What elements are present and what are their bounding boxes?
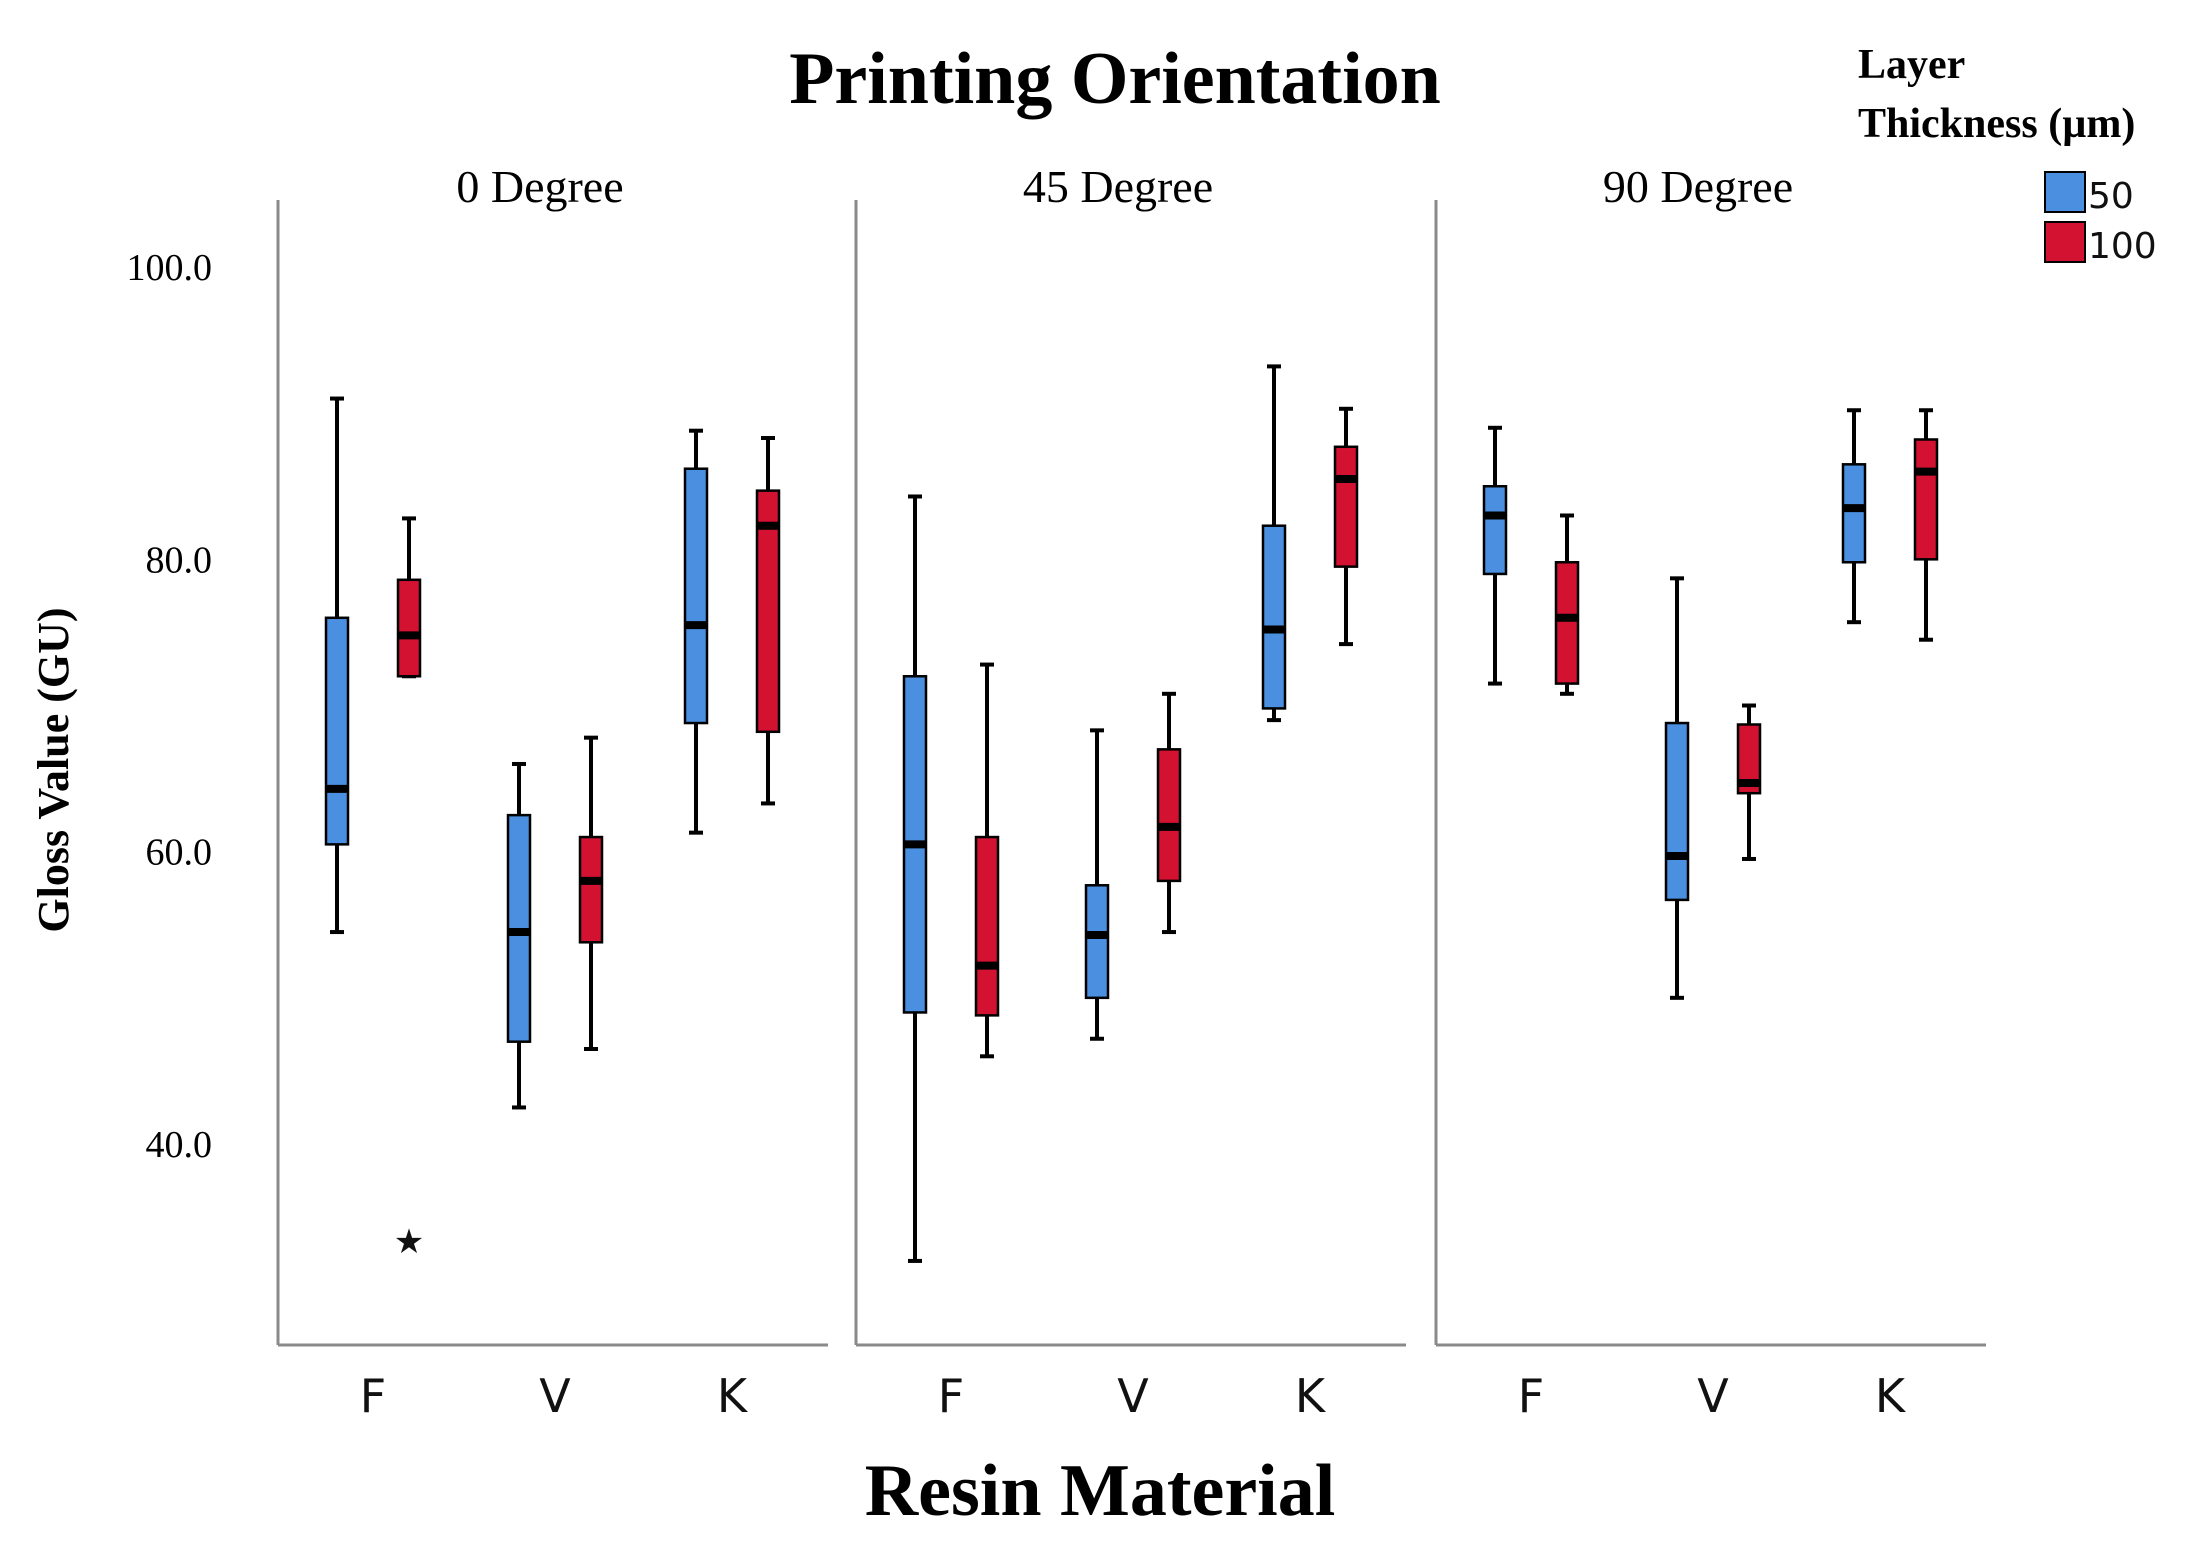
- iqr-box: [1554, 561, 1580, 685]
- legend-swatch-50: [2044, 171, 2086, 213]
- legend: Layer Thickness (µm) 50 100: [1858, 42, 2157, 267]
- iqr-box: [1664, 721, 1690, 902]
- iqr-box: [974, 835, 1000, 1017]
- iqr-box: [1156, 748, 1182, 883]
- iqr-box: [396, 578, 422, 678]
- panel-label: 0 Degree: [456, 161, 623, 212]
- iqr-box: [1482, 485, 1508, 576]
- iqr-box: [1736, 723, 1762, 795]
- chart-title: Printing Orientation: [789, 38, 1441, 120]
- y-tick-label: 40.0: [146, 1124, 213, 1166]
- box-F-100: ★: [394, 516, 424, 1262]
- iqr-box: [683, 467, 709, 725]
- box-F-50: [324, 396, 350, 935]
- box-V-100: [578, 735, 604, 1051]
- x-tick-label: K: [1295, 1369, 1327, 1423]
- box-K-100: [1333, 406, 1359, 647]
- box-F-100: [1554, 513, 1580, 696]
- box-V-100: [1736, 703, 1762, 861]
- y-tick-label: 80.0: [146, 539, 213, 581]
- box-V-50: [1664, 576, 1690, 1000]
- box-V-100: [1156, 691, 1182, 935]
- x-tick-label: F: [938, 1369, 964, 1423]
- legend-label-100: 100: [2088, 226, 2157, 267]
- box-K-50: [683, 428, 709, 835]
- iqr-box: [1913, 438, 1939, 561]
- x-tick-label: K: [1875, 1369, 1907, 1423]
- box-F-50: [902, 494, 928, 1263]
- y-tick-label: 100.0: [127, 247, 213, 289]
- legend-swatch-100: [2044, 221, 2086, 263]
- iqr-box: [1084, 884, 1110, 1000]
- panel-label: 45 Degree: [1023, 161, 1213, 212]
- box-K-100: [755, 436, 781, 806]
- chart-panels: 0 Degree F V K ★ 45 Degree F V K 90 Degree F V K: [276, 161, 1986, 1423]
- x-tick-label: V: [1117, 1369, 1149, 1423]
- box-V-50: [1084, 728, 1110, 1041]
- panel-1: 45 Degree F V K: [854, 161, 1406, 1423]
- box-V-50: [506, 761, 532, 1110]
- iqr-box: [1261, 524, 1287, 710]
- x-tick-label: K: [717, 1369, 749, 1423]
- y-axis-ticks: 40.0 60.0 80.0 100.0: [127, 247, 213, 1166]
- y-axis-label: Gloss Value (GU): [29, 607, 78, 932]
- x-tick-label: F: [360, 1369, 386, 1423]
- panel-label: 90 Degree: [1603, 161, 1793, 212]
- box-K-50: [1841, 408, 1867, 625]
- iqr-box: [755, 489, 781, 734]
- iqr-box: [578, 835, 604, 944]
- outlier-star: ★: [394, 1222, 424, 1262]
- panel-2: 90 Degree F V K: [1434, 161, 1986, 1423]
- legend-label-50: 50: [2088, 176, 2134, 217]
- box-F-50: [1482, 425, 1508, 686]
- iqr-box: [324, 616, 350, 846]
- box-K-50: [1261, 364, 1287, 723]
- box-K-100: [1913, 408, 1939, 642]
- x-axis-label: Resin Material: [865, 1450, 1336, 1532]
- iqr-box: [1841, 463, 1867, 564]
- x-tick-label: V: [539, 1369, 571, 1423]
- legend-title-line1: Layer: [1858, 42, 1965, 88]
- box-F-100: [974, 662, 1000, 1059]
- iqr-box: [1333, 445, 1359, 568]
- x-tick-label: F: [1518, 1369, 1544, 1423]
- x-tick-label: V: [1697, 1369, 1729, 1423]
- legend-title-line2: Thickness (µm): [1858, 101, 2135, 147]
- panel-0: 0 Degree F V K ★: [276, 161, 828, 1423]
- y-tick-label: 60.0: [146, 832, 213, 874]
